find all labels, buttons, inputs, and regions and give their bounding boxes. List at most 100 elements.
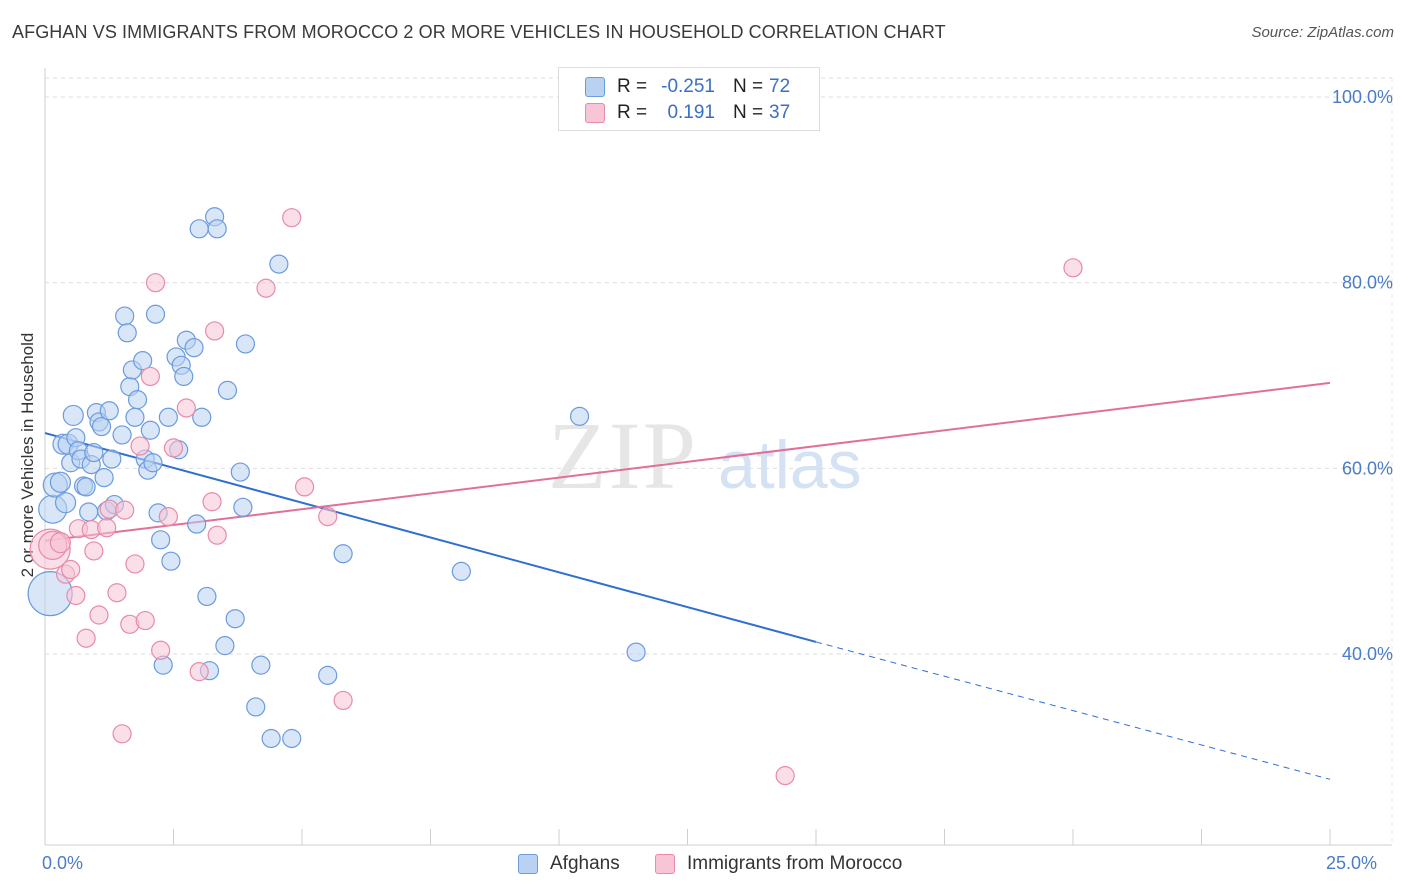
watermark-atlas: atlas xyxy=(718,427,862,503)
legend-swatch-blue xyxy=(585,77,605,97)
data-point-blue xyxy=(112,425,132,445)
data-point-pink xyxy=(130,436,150,456)
data-point-blue xyxy=(187,514,207,534)
data-point-pink xyxy=(76,628,96,648)
legend-n-value: 37 xyxy=(769,102,791,123)
data-point-pink xyxy=(163,438,184,458)
data-point-blue xyxy=(197,586,217,607)
data-point-blue xyxy=(174,366,194,387)
axes-layer xyxy=(44,68,1393,846)
data-point-pink xyxy=(205,321,225,341)
y-tick-label: 80.0% xyxy=(1342,273,1393,293)
data-point-blue xyxy=(233,497,253,517)
y-tick-label: 100.0% xyxy=(1332,87,1393,107)
data-point-blue xyxy=(115,306,135,326)
data-point-blue xyxy=(217,380,238,400)
data-point-pink xyxy=(61,559,81,580)
series-legend-label: Afghans xyxy=(550,853,620,874)
legend-r-value: -0.251 xyxy=(661,76,715,97)
series-legend-morocco[interactable]: Immigrants from Morocco xyxy=(655,853,902,875)
data-point-blue xyxy=(225,609,245,629)
data-point-pink xyxy=(112,724,132,744)
data-point-blue xyxy=(84,442,104,463)
data-point-blue xyxy=(143,453,163,473)
trend-line-extrapolated xyxy=(815,641,1331,780)
data-point-blue xyxy=(318,665,338,685)
data-point-pink xyxy=(256,278,276,298)
data-point-blue xyxy=(62,404,84,427)
data-point-pink xyxy=(84,541,104,561)
data-point-blue xyxy=(94,468,114,488)
series-legend-afghans[interactable]: Afghans xyxy=(518,853,620,875)
data-point-blue xyxy=(333,544,353,564)
data-point-pink xyxy=(97,518,117,538)
x-tick-label-min: 0.0% xyxy=(42,853,84,873)
data-point-blue xyxy=(161,551,181,571)
data-point-blue xyxy=(99,401,119,421)
data-point-pink xyxy=(158,507,178,527)
data-point-pink xyxy=(333,690,353,711)
trend-lines xyxy=(44,381,1331,780)
data-point-pink xyxy=(1063,258,1083,278)
trend-line-blue xyxy=(44,432,817,643)
data-point-pink xyxy=(151,640,171,660)
data-point-blue xyxy=(192,407,212,427)
data-point-blue xyxy=(49,471,72,493)
correlation-legend: R = -0.251 N = 72 R = 0.191 N = 37 xyxy=(558,67,820,131)
y-tick-label: 40.0% xyxy=(1342,644,1393,664)
data-point-blue xyxy=(158,407,178,427)
data-point-pink xyxy=(145,273,166,293)
data-point-blue xyxy=(261,728,281,749)
data-point-blue xyxy=(282,728,302,749)
data-point-blue xyxy=(76,477,96,497)
data-point-blue xyxy=(189,219,209,239)
data-point-pink xyxy=(107,583,127,603)
data-point-blue xyxy=(125,407,145,427)
data-point-pink xyxy=(318,507,338,527)
data-point-pink xyxy=(207,525,227,545)
series-swatch-blue xyxy=(518,854,538,874)
points-layer xyxy=(27,207,1083,786)
trend-line-pink xyxy=(44,381,1331,542)
data-point-blue xyxy=(626,642,646,662)
data-point-blue xyxy=(79,502,99,522)
legend-r-label: R = xyxy=(617,102,648,123)
legend-n-value: 72 xyxy=(769,76,791,97)
data-point-blue xyxy=(117,323,137,343)
data-point-blue xyxy=(215,636,235,656)
y-tick-labels: 40.0% 60.0% 80.0% 100.0% xyxy=(1332,87,1393,664)
data-point-blue xyxy=(140,420,160,440)
data-point-pink xyxy=(189,662,209,682)
watermark: ZIP atlas xyxy=(548,402,862,509)
legend-row-afghans: R = -0.251 N = 72 xyxy=(585,76,790,98)
y-tick-label: 60.0% xyxy=(1342,458,1393,478)
data-point-pink xyxy=(66,585,86,606)
data-point-blue xyxy=(569,406,590,426)
data-point-pink xyxy=(89,605,109,625)
grid-layer xyxy=(45,77,1392,655)
data-point-pink xyxy=(282,208,302,228)
legend-n-label: N = xyxy=(733,76,764,97)
legend-n-label: N = xyxy=(733,102,764,123)
data-point-blue xyxy=(246,697,266,717)
data-point-blue xyxy=(54,492,77,514)
chart-title: AFGHAN VS IMMIGRANTS FROM MOROCCO 2 OR M… xyxy=(12,22,946,42)
legend-swatch-pink xyxy=(585,103,605,123)
data-point-blue xyxy=(145,304,166,324)
x-tick-label-max: 25.0% xyxy=(1326,853,1378,873)
data-point-pink xyxy=(140,366,160,387)
data-point-blue xyxy=(91,416,112,437)
source-label: Source: ZipAtlas.com xyxy=(1251,24,1394,41)
data-point-pink xyxy=(294,477,315,497)
legend-r-value: 0.191 xyxy=(667,102,715,123)
data-point-blue xyxy=(102,449,122,469)
data-point-blue xyxy=(151,530,171,550)
legend-r-label: R = xyxy=(617,76,648,97)
data-point-pink xyxy=(49,531,72,554)
data-point-pink xyxy=(125,554,145,574)
data-point-pink xyxy=(115,500,135,520)
data-point-pink xyxy=(202,492,222,512)
data-point-blue xyxy=(451,561,471,581)
data-point-blue xyxy=(230,462,250,482)
